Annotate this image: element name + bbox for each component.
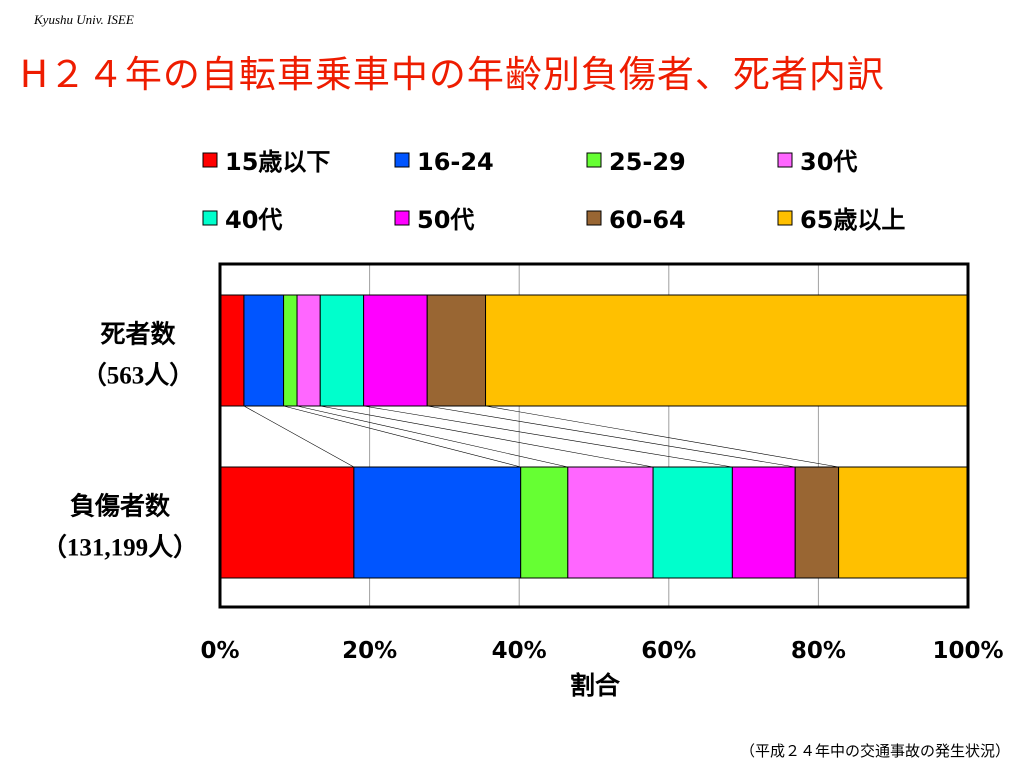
legend-item: 65歳以上 — [777, 206, 905, 234]
credit-text: Kyushu Univ. ISEE — [34, 12, 134, 27]
x-tick-label: 80% — [791, 638, 846, 664]
legend-label: 15歳以下 — [225, 148, 330, 176]
plot-area — [218, 262, 970, 609]
series-connector-line — [363, 405, 733, 468]
bar-segment — [652, 466, 733, 579]
legend-item: 25-29 — [586, 148, 686, 176]
x-tick-label: 20% — [342, 638, 397, 664]
x-axis-label: 割合 — [570, 671, 621, 700]
legend-item: 15歳以下 — [202, 148, 330, 176]
bar-segment — [319, 294, 365, 407]
bar-segment — [520, 466, 569, 579]
y-axis: 死者数 （563人） 負傷者数 （131,199人） — [42, 320, 198, 562]
bar-segment — [219, 466, 355, 579]
series-connector-line — [485, 405, 839, 468]
x-tick-label: 100% — [932, 638, 1003, 664]
legend-swatch — [586, 210, 602, 226]
legend-label: 65歳以上 — [800, 206, 905, 234]
category-label: 負傷者数 — [70, 492, 171, 521]
category-count-label: （563人） — [82, 361, 195, 390]
plot-border — [218, 262, 970, 609]
bar-segment — [283, 294, 298, 407]
slide-title: H２４年の自転車乗車中の年齢別負傷者、死者内訳 — [20, 53, 885, 96]
legend-label: 40代 — [225, 206, 282, 234]
bar-segment — [567, 466, 654, 579]
bar-segment — [243, 294, 285, 407]
series-connector-line — [283, 405, 521, 468]
bar-segment — [794, 466, 840, 579]
bar-segment — [363, 294, 428, 407]
bar-segment — [838, 466, 969, 579]
legend-swatch — [586, 152, 602, 168]
x-tick-label: 40% — [492, 638, 547, 664]
legend-swatch — [394, 152, 410, 168]
legend-swatch — [777, 210, 793, 226]
series-connector-line — [320, 405, 654, 468]
category-count-label: （131,199人） — [42, 533, 198, 562]
legend-swatch — [777, 152, 793, 168]
bar-segment — [731, 466, 796, 579]
x-tick-label: 0% — [200, 638, 239, 664]
bar-segment — [219, 294, 245, 407]
legend-item: 30代 — [777, 148, 857, 176]
legend-label: 16-24 — [417, 148, 494, 176]
source-note: （平成２４年中の交通事故の発生状況） — [739, 742, 1010, 760]
bar-segment — [426, 294, 487, 407]
legend-item: 60-64 — [586, 206, 686, 234]
bar-segment — [353, 466, 522, 579]
bar-segment — [296, 294, 321, 407]
legend: 15歳以下 16-24 25-29 30代 40代 50代 60-64 65歳以上 — [202, 148, 905, 234]
legend-swatch — [202, 210, 218, 226]
legend-label: 60-64 — [609, 206, 686, 234]
legend-item: 40代 — [202, 206, 282, 234]
series-connector-line — [296, 405, 568, 468]
legend-label: 25-29 — [609, 148, 686, 176]
legend-item: 16-24 — [394, 148, 494, 176]
legend-swatch — [394, 210, 410, 226]
category-label: 死者数 — [100, 320, 176, 349]
bar-segment — [485, 294, 969, 407]
x-tick-label: 60% — [641, 638, 696, 664]
x-axis: 0% 20% 40% 60% 80% 100% 割合 — [200, 638, 1003, 700]
series-connector-line — [427, 405, 796, 468]
legend-label: 50代 — [417, 206, 474, 234]
legend-swatch — [202, 152, 218, 168]
legend-item: 50代 — [394, 206, 474, 234]
series-connector-line — [243, 405, 355, 468]
legend-label: 30代 — [800, 148, 857, 176]
